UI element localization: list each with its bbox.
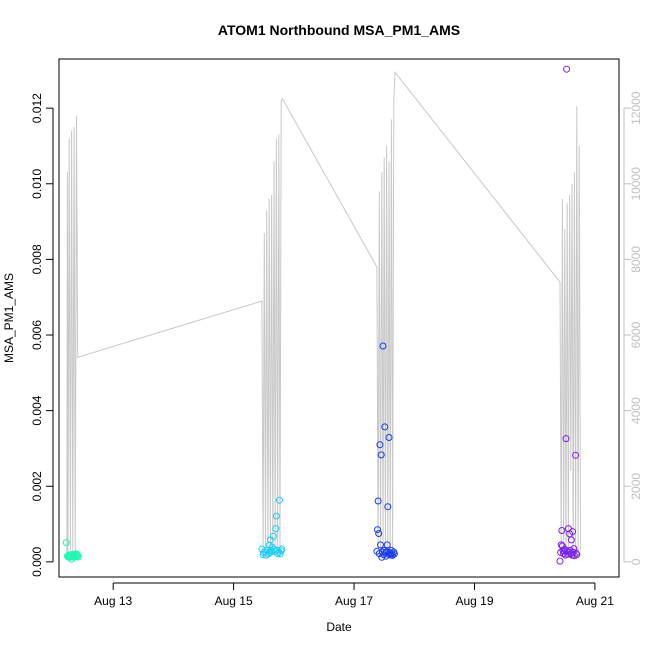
data-point <box>567 536 575 544</box>
y2-tick-label: 10000 <box>629 167 643 201</box>
data-point <box>569 548 577 556</box>
y2-tick-label: 8000 <box>629 246 643 273</box>
data-point <box>275 496 283 504</box>
data-point <box>374 526 381 534</box>
x-tick-label: Aug 13 <box>94 594 132 608</box>
data-points-layer <box>62 65 581 565</box>
data-point <box>374 497 382 505</box>
y-axis-label: MSA_PM1_AMS <box>2 273 16 363</box>
data-point <box>62 539 70 547</box>
data-point <box>71 551 79 559</box>
y-tick-label: 0.004 <box>30 395 44 425</box>
data-point <box>272 525 280 533</box>
data-point <box>563 65 571 73</box>
y-tick-label: 0.012 <box>30 93 44 123</box>
series-2 <box>258 496 286 559</box>
x-tick-label: Aug 21 <box>576 594 614 608</box>
data-point <box>379 342 387 350</box>
y2-tick-label: 0 <box>629 558 643 565</box>
series-4 <box>556 65 581 565</box>
y2-tick-label: 2000 <box>629 473 643 500</box>
data-point <box>377 451 385 459</box>
data-point <box>74 553 82 561</box>
data-point <box>558 527 566 534</box>
y-tick-label: 0.010 <box>30 168 44 198</box>
data-point <box>389 551 397 559</box>
y2-tick-label: 4000 <box>629 397 643 424</box>
data-point <box>562 435 570 443</box>
secondary-series-line <box>66 70 581 555</box>
data-point <box>383 541 391 549</box>
x-tick-label: Aug 17 <box>335 594 373 608</box>
y2-tick-label: 6000 <box>629 321 643 348</box>
data-point <box>569 528 577 536</box>
series-1 <box>62 539 82 563</box>
data-point <box>278 545 286 553</box>
data-point <box>390 550 398 558</box>
data-point <box>269 532 277 540</box>
data-point <box>272 512 280 520</box>
data-point <box>384 503 392 511</box>
data-point <box>572 451 580 459</box>
x-tick-label: Aug 19 <box>455 594 493 608</box>
data-point <box>556 557 564 565</box>
data-point <box>377 541 384 549</box>
secondary-line-layer <box>66 70 581 555</box>
y-tick-label: 0.008 <box>30 244 44 274</box>
series-3 <box>373 342 398 561</box>
chart-title: ATOM1 Northbound MSA_PM1_AMS <box>218 22 460 38</box>
y-tick-label: 0.002 <box>30 471 44 501</box>
y-axis: 0.000 0.002 0.004 0.006 0.008 0.010 0.012 <box>30 93 54 577</box>
x-axis-label: Date <box>326 620 352 634</box>
data-point <box>381 423 389 431</box>
data-point <box>573 551 581 559</box>
secondary-y-axis: 0 2000 4000 6000 8000 10000 12000 <box>623 91 643 565</box>
data-point <box>375 530 383 537</box>
data-point <box>385 434 393 441</box>
y-tick-label: 0.006 <box>30 320 44 350</box>
x-axis: Aug 13 Aug 15 Aug 17 Aug 19 Aug 21 <box>94 582 614 608</box>
x-tick-label: Aug 15 <box>215 594 253 608</box>
y-tick-label: 0.000 <box>30 547 44 577</box>
plot-frame <box>58 58 620 578</box>
y2-tick-label: 12000 <box>629 91 643 125</box>
data-point <box>376 441 384 449</box>
